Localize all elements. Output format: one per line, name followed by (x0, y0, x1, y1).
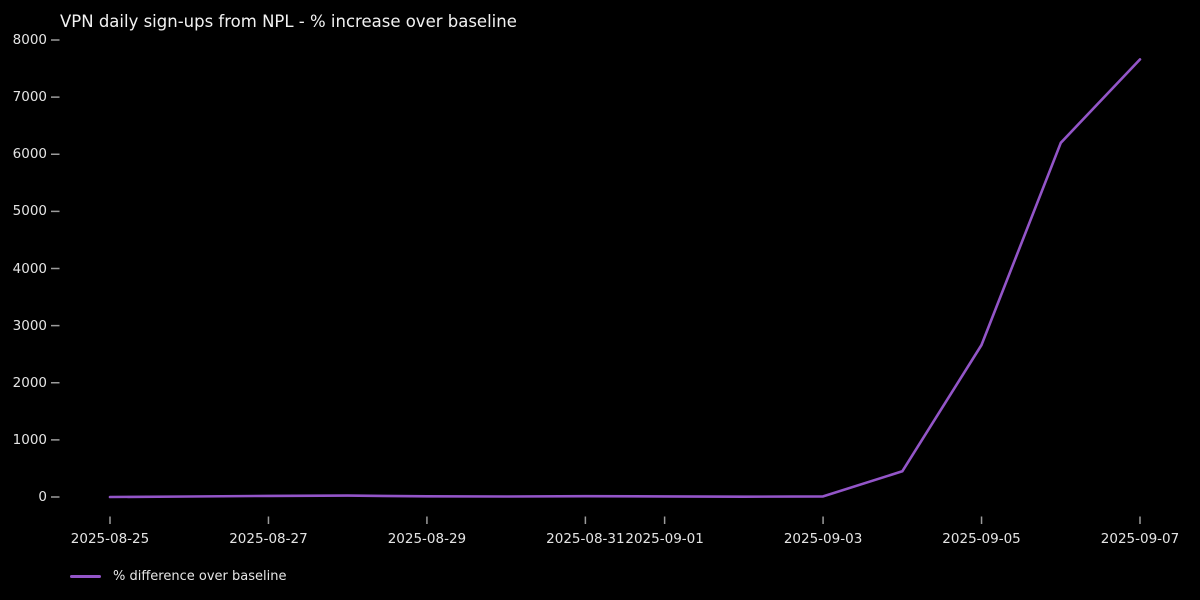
chart-title: VPN daily sign-ups from NPL - % increase… (60, 12, 517, 31)
x-tick-label: 2025-08-27 (229, 531, 308, 547)
y-tick-label: 5000 (12, 203, 47, 220)
x-tick-label: 2025-08-31 (546, 531, 625, 547)
x-tick-label: 2025-09-05 (942, 531, 1021, 547)
y-tick-label: 1000 (12, 431, 47, 448)
legend-label: % difference over baseline (113, 568, 287, 584)
x-tick-label: 2025-08-29 (387, 531, 467, 547)
y-tick-label: 0 (38, 489, 47, 505)
y-tick-label: 8000 (12, 32, 47, 48)
legend-line-swatch (70, 574, 101, 578)
x-tick-label: 2025-09-03 (783, 531, 863, 547)
y-tick-label: 6000 (12, 146, 47, 163)
legend: % difference over baseline (70, 566, 286, 586)
x-tick-label: 2025-09-07 (1100, 531, 1180, 547)
y-tick-label: 4000 (12, 260, 47, 277)
x-tick-label: 2025-08-25 (70, 531, 150, 547)
series-line (108, 58, 1142, 499)
y-tick-label: 3000 (12, 317, 47, 334)
x-tick-label: 2025-09-01 (625, 531, 704, 547)
y-tick-label: 2000 (12, 374, 47, 391)
y-tick-label: 7000 (12, 89, 47, 106)
